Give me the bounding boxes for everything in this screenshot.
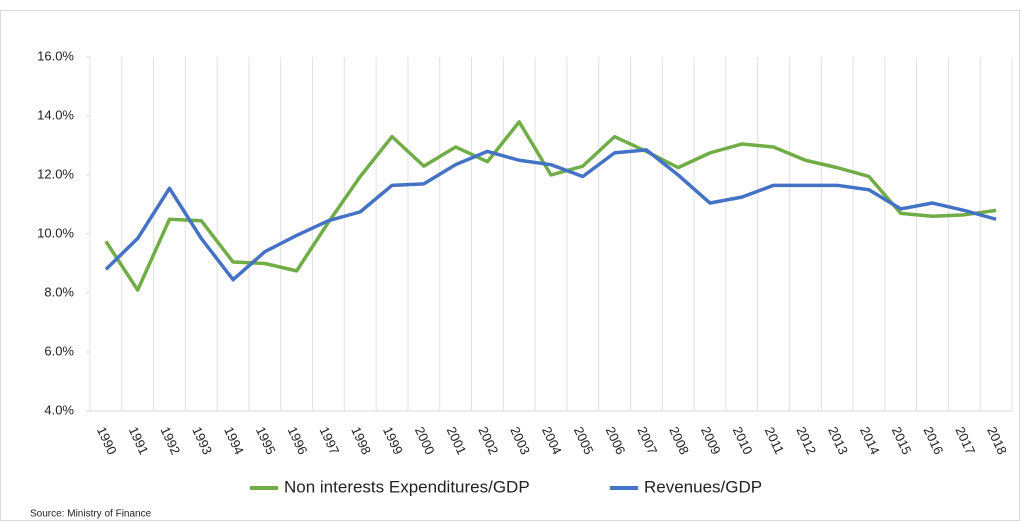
x-tick-label: 2003 — [507, 424, 533, 457]
x-tick-label: 2005 — [571, 424, 597, 457]
x-tick-label: 2011 — [762, 425, 787, 457]
x-tick-label: 2014 — [857, 424, 883, 457]
y-tick-label: 16.0% — [37, 48, 74, 63]
x-tick-label: 2017 — [952, 424, 978, 457]
y-tick-label: 14.0% — [37, 107, 74, 122]
x-tick-label: 1992 — [158, 424, 184, 457]
x-tick-label: 2006 — [603, 424, 629, 457]
x-tick-label: 1994 — [221, 424, 247, 457]
x-tick-label: 2010 — [730, 424, 756, 457]
y-tick-label: 4.0% — [44, 402, 74, 417]
x-tick-label: 1998 — [348, 424, 374, 457]
x-tick-label: 2001 — [444, 424, 470, 457]
series-line — [104, 148, 997, 282]
source: Source: Ministry of Finance — [30, 509, 152, 520]
x-tick-label: 1997 — [317, 424, 343, 457]
x-tick-label: 2012 — [793, 424, 819, 457]
x-tick-label: 2004 — [539, 424, 565, 457]
x-tick-label: 2015 — [889, 424, 915, 457]
x-tick-label: 1991 — [126, 424, 152, 457]
x-tick-label: 2007 — [634, 424, 660, 457]
legend-label: Revenues/GDP — [644, 477, 762, 496]
x-tick-label: 2008 — [666, 424, 692, 457]
x-tick-label: 1995 — [253, 424, 279, 457]
legend-label: Non interests Expenditures/GDP — [284, 477, 530, 496]
x-tick-label: 2000 — [412, 424, 438, 457]
x-tick-label: 2009 — [698, 424, 724, 457]
x-tick-label: 1996 — [285, 424, 311, 457]
x-tick-label: 2018 — [984, 424, 1010, 457]
x-tick-label: 2013 — [825, 424, 851, 457]
y-tick-label: 6.0% — [44, 343, 74, 358]
y-tick-label: 10.0% — [37, 225, 74, 240]
x-tick-label: 2016 — [921, 424, 947, 457]
chart-border — [0, 10, 1020, 521]
x-tick-label: 1993 — [189, 424, 215, 457]
x-tick-label: 1999 — [380, 424, 406, 457]
y-tick-label: 8.0% — [44, 284, 74, 299]
x-tick-label: 2002 — [475, 424, 501, 457]
x-tick-label: 1990 — [94, 424, 120, 457]
y-tick-label: 12.0% — [37, 166, 74, 181]
series-line — [104, 120, 997, 292]
